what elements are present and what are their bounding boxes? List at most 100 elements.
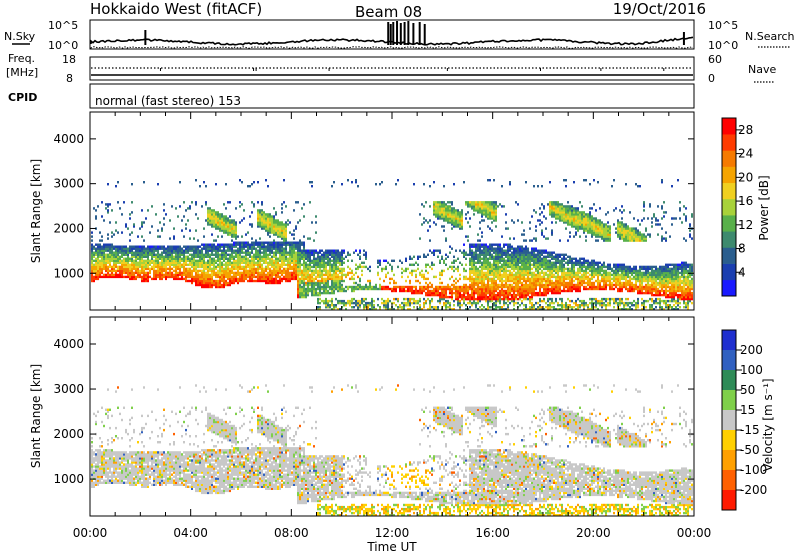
- power-cell: [285, 233, 287, 236]
- power-cell: [213, 283, 215, 287]
- power-cell: [503, 269, 505, 273]
- power-cell: [465, 251, 467, 254]
- power-cell: [109, 255, 111, 258]
- power-cell: [531, 267, 533, 271]
- power-cell: [107, 183, 109, 186]
- power-cell: [333, 265, 335, 269]
- power-cell: [423, 255, 425, 258]
- power-cell: [463, 291, 465, 295]
- power-cell: [135, 253, 137, 256]
- power-cell: [207, 209, 209, 212]
- power-cell: [287, 269, 289, 273]
- power-cell: [209, 273, 211, 277]
- power-cell: [149, 271, 151, 275]
- power-cell: [157, 267, 159, 271]
- power-cell: [519, 295, 521, 299]
- power-cell: [297, 275, 299, 279]
- power-cell: [309, 273, 311, 277]
- power-cell: [303, 249, 305, 252]
- power-cell: [493, 289, 495, 293]
- power-cell: [431, 283, 433, 287]
- power-cell: [151, 249, 153, 252]
- power-cell: [447, 285, 449, 289]
- power-cell: [549, 205, 551, 208]
- power-cell: [441, 273, 443, 277]
- power-cell: [523, 277, 525, 281]
- power-cell: [439, 215, 441, 218]
- power-cell: [473, 267, 475, 271]
- power-cell: [463, 269, 465, 273]
- power-cell: [103, 249, 105, 252]
- power-cell: [311, 285, 313, 289]
- power-cell: [119, 207, 121, 210]
- power-cell: [443, 297, 445, 301]
- power-cell: [213, 259, 215, 262]
- power-cell: [319, 273, 321, 277]
- power-cell: [317, 253, 319, 256]
- power-cell: [275, 277, 277, 281]
- power-cell: [245, 249, 247, 252]
- power-cell: [485, 283, 487, 287]
- power-cell: [341, 275, 343, 279]
- power-cell: [179, 273, 181, 277]
- power-cell: [479, 221, 481, 224]
- power-cell: [481, 304, 483, 307]
- power-cell: [261, 277, 263, 281]
- power-cell: [385, 299, 387, 303]
- power-cell: [421, 273, 423, 277]
- power-cell: [363, 265, 365, 269]
- power-cell: [283, 225, 285, 228]
- power-cell: [129, 267, 131, 271]
- power-cell: [157, 251, 159, 254]
- power-cell: [331, 281, 333, 285]
- power-cell: [331, 275, 333, 279]
- power-cell: [459, 249, 461, 252]
- power-cell: [523, 271, 525, 275]
- power-cell: [137, 271, 139, 275]
- power-cell: [527, 265, 529, 269]
- power-cell: [359, 257, 361, 260]
- power-cell: [205, 273, 207, 277]
- power-cell: [141, 255, 143, 258]
- power-cell: [435, 306, 437, 309]
- power-cell: [157, 265, 159, 269]
- power-cell: [301, 207, 303, 210]
- power-cell: [239, 243, 241, 246]
- power-cell: [115, 271, 117, 275]
- power-cell: [311, 221, 313, 224]
- power-cell: [225, 183, 227, 186]
- power-cell: [169, 275, 171, 279]
- power-cell: [245, 277, 247, 281]
- power-cell: [551, 283, 553, 287]
- power-cell: [315, 269, 317, 273]
- power-cell: [281, 265, 283, 269]
- power-cell: [531, 301, 533, 305]
- power-cell: [269, 227, 271, 230]
- power-cell: [261, 219, 263, 222]
- power-cell: [317, 293, 319, 297]
- power-cell: [487, 277, 489, 281]
- power-cell: [487, 245, 489, 248]
- power-cell: [537, 308, 539, 311]
- power-cell: [95, 267, 97, 271]
- power-cell: [217, 285, 219, 289]
- power-cell: [131, 269, 133, 273]
- power-cell: [513, 273, 515, 277]
- power-cell: [457, 291, 459, 295]
- power-cell: [249, 271, 251, 275]
- power-cell: [411, 291, 413, 295]
- power-cell: [249, 277, 251, 281]
- power-cell: [333, 259, 335, 262]
- power-cell: [547, 253, 549, 256]
- power-cell: [545, 277, 547, 281]
- power-cell: [211, 261, 213, 264]
- power-cell: [443, 295, 445, 299]
- power-cell: [425, 263, 427, 266]
- power-cell: [271, 261, 273, 264]
- power-cell: [541, 285, 543, 289]
- power-cell: [501, 255, 503, 258]
- power-cell: [303, 255, 305, 258]
- power-cell: [137, 253, 139, 256]
- power-cell: [109, 265, 111, 269]
- power-cell: [483, 201, 485, 204]
